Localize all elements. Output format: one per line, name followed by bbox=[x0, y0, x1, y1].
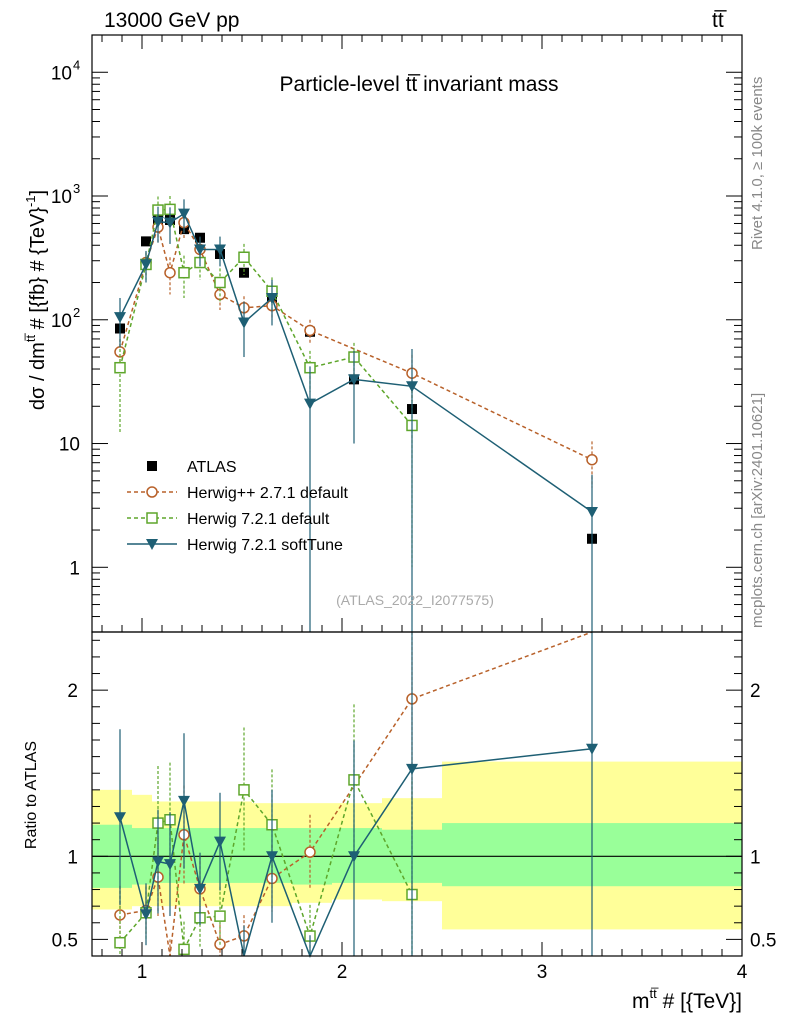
marker-herwig-7-2-1-softtune bbox=[114, 312, 126, 324]
x-tick-label: 3 bbox=[537, 962, 548, 983]
y-tick-label: 10 bbox=[51, 311, 72, 332]
y-tick-label: 10 bbox=[59, 435, 80, 456]
marker-herwig-7-2-1-softtune bbox=[152, 216, 164, 228]
marker-herwig-7-2-1-softtune bbox=[348, 374, 360, 386]
marker-atlas bbox=[141, 236, 151, 247]
plot-title: Particle-level tt̅ invariant mass bbox=[280, 73, 559, 96]
legend-label-herwig-7-2-1-default: Herwig 7.2.1 default bbox=[187, 511, 330, 528]
y-tick-label: 10 bbox=[51, 187, 72, 208]
x-axis-label-m: m bbox=[632, 990, 650, 1013]
legend-marker-herwig-7-2-1-default bbox=[146, 512, 158, 524]
ratio-marker-herwig-7-2-1-softtune bbox=[152, 856, 164, 868]
series-line-herwig-2-7-1-default bbox=[119, 220, 593, 461]
x-axis-label: mtt̅ # [{TeV}] bbox=[632, 986, 742, 1013]
x-axis-label-rest: # [{TeV}] bbox=[657, 990, 742, 1013]
marker-herwig-7-2-1-softtune bbox=[140, 259, 152, 271]
legend-marker-herwig-7-2-1-softtune bbox=[146, 539, 158, 550]
marker-herwig-2-7-1-default bbox=[164, 266, 176, 279]
x-axis-label-sup: tt̅ bbox=[650, 986, 659, 1001]
series-line-herwig-7-2-1-default bbox=[119, 208, 413, 426]
ratio-marker-herwig-7-2-1-softtune bbox=[586, 743, 598, 755]
ratio-marker-herwig-7-2-1-softtune bbox=[214, 836, 226, 848]
marker-herwig-7-2-1-softtune bbox=[194, 244, 206, 256]
marker-herwig-7-2-1-softtune bbox=[164, 217, 176, 229]
marker-herwig-7-2-1-softtune bbox=[586, 506, 598, 518]
ratio-marker-herwig-7-2-1-softtune bbox=[140, 909, 152, 921]
y-tick-label-exponent: 2 bbox=[73, 305, 80, 320]
marker-herwig-7-2-1-softtune bbox=[266, 292, 278, 304]
analysis-id: (ATLAS_2022_I2077575) bbox=[336, 592, 494, 608]
marker-herwig-7-2-1-default bbox=[214, 276, 226, 289]
marker-herwig-2-7-1-default bbox=[304, 324, 316, 337]
y-axis-label-a-sup: tt̅ bbox=[23, 333, 38, 342]
legend-label-atlas: ATLAS bbox=[187, 459, 237, 476]
y-axis-label-a: dσ / dm bbox=[27, 342, 49, 410]
rivet-label: Rivet 4.1.0, ≥ 100k events bbox=[749, 77, 766, 250]
y-tick-label-exponent: 3 bbox=[73, 181, 80, 196]
marker-atlas bbox=[239, 267, 249, 278]
marker-herwig-7-2-1-softtune bbox=[304, 398, 316, 410]
y-axis-label-b-sup: -1 bbox=[23, 195, 38, 207]
ratio-tick-label-right: 0.5 bbox=[750, 930, 776, 951]
ratio-marker-herwig-7-2-1-softtune bbox=[348, 851, 360, 863]
legend-label-herwig-2-7-1-default: Herwig++ 2.7.1 default bbox=[187, 485, 349, 502]
ratio-marker-herwig-7-2-1-default bbox=[214, 910, 226, 922]
legend-label-herwig-7-2-1-softtune: Herwig 7.2.1 softTune bbox=[187, 537, 343, 554]
ratio-tick-label-right: 2 bbox=[750, 681, 761, 702]
ratio-tick-label-right: 1 bbox=[750, 847, 761, 868]
marker-herwig-7-2-1-default bbox=[178, 266, 190, 279]
ratio-marker-herwig-7-2-1-softtune bbox=[406, 763, 418, 775]
ratio-marker-herwig-7-2-1-default bbox=[114, 936, 126, 949]
ratio-plot-layer bbox=[114, 631, 598, 958]
y-axis-label-c: ] bbox=[27, 190, 49, 196]
legend: ATLAS Herwig++ 2.7.1 default Herwig 7.2.1 … bbox=[127, 459, 349, 554]
legend-marker-atlas bbox=[147, 461, 157, 471]
band-inner bbox=[232, 828, 252, 883]
x-tick-label: 1 bbox=[137, 962, 148, 983]
ratio-marker-herwig-7-2-1-softtune bbox=[266, 851, 278, 863]
marker-herwig-7-2-1-softtune bbox=[406, 381, 418, 393]
main-plot-layer bbox=[114, 196, 598, 632]
ratio-marker-herwig-7-2-1-default bbox=[178, 943, 190, 956]
x-tick-label: 4 bbox=[737, 962, 748, 983]
y-tick-label: 1 bbox=[69, 558, 80, 579]
marker-herwig-2-7-1-default bbox=[586, 453, 598, 466]
header-right: tt̅ bbox=[712, 9, 728, 32]
ratio-marker-herwig-2-7-1-default bbox=[304, 846, 316, 858]
ratio-marker-herwig-7-2-1-softtune bbox=[194, 883, 206, 895]
y-axis-label: dσ / dmtt̅ # [{fb} # {TeV}-1] bbox=[23, 190, 49, 410]
marker-herwig-7-2-1-default bbox=[114, 361, 126, 374]
ratio-tick-label-left: 0.5 bbox=[52, 930, 78, 951]
y-axis-label-b: # [{fb} # {TeV} bbox=[27, 207, 49, 335]
ratio-marker-herwig-2-7-1-default bbox=[114, 909, 126, 921]
ratio-marker-herwig-7-2-1-default bbox=[238, 784, 250, 796]
mcplots-label: mcplots.cern.ch [arXiv:2401.10621] bbox=[749, 393, 766, 628]
ratio-line-herwig-7-2-1-default bbox=[119, 777, 413, 952]
ratio-marker-herwig-7-2-1-softtune bbox=[178, 795, 190, 807]
ratio-y-axis-label: Ratio to ATLAS bbox=[23, 741, 40, 849]
header-left: 13000 GeV pp bbox=[104, 9, 239, 32]
ratio-marker-herwig-7-2-1-softtune bbox=[114, 812, 126, 824]
ratio-tick-label-left: 1 bbox=[67, 847, 78, 868]
ratio-marker-herwig-7-2-1-softtune bbox=[164, 859, 176, 871]
y-tick-label: 10 bbox=[51, 63, 72, 84]
ratio-tick-label-left: 2 bbox=[67, 681, 78, 702]
ratio-plot-frame bbox=[91, 631, 743, 957]
marker-herwig-7-2-1-softtune bbox=[214, 244, 226, 256]
x-tick-label: 2 bbox=[337, 962, 348, 983]
y-tick-label-exponent: 4 bbox=[73, 57, 80, 72]
ratio-uncertainty-bands bbox=[92, 761, 742, 930]
marker-herwig-7-2-1-default bbox=[238, 251, 250, 264]
marker-herwig-7-2-1-softtune bbox=[238, 317, 250, 329]
legend-marker-herwig-2-7-1-default bbox=[146, 486, 158, 498]
marker-herwig-7-2-1-softtune bbox=[178, 208, 190, 220]
